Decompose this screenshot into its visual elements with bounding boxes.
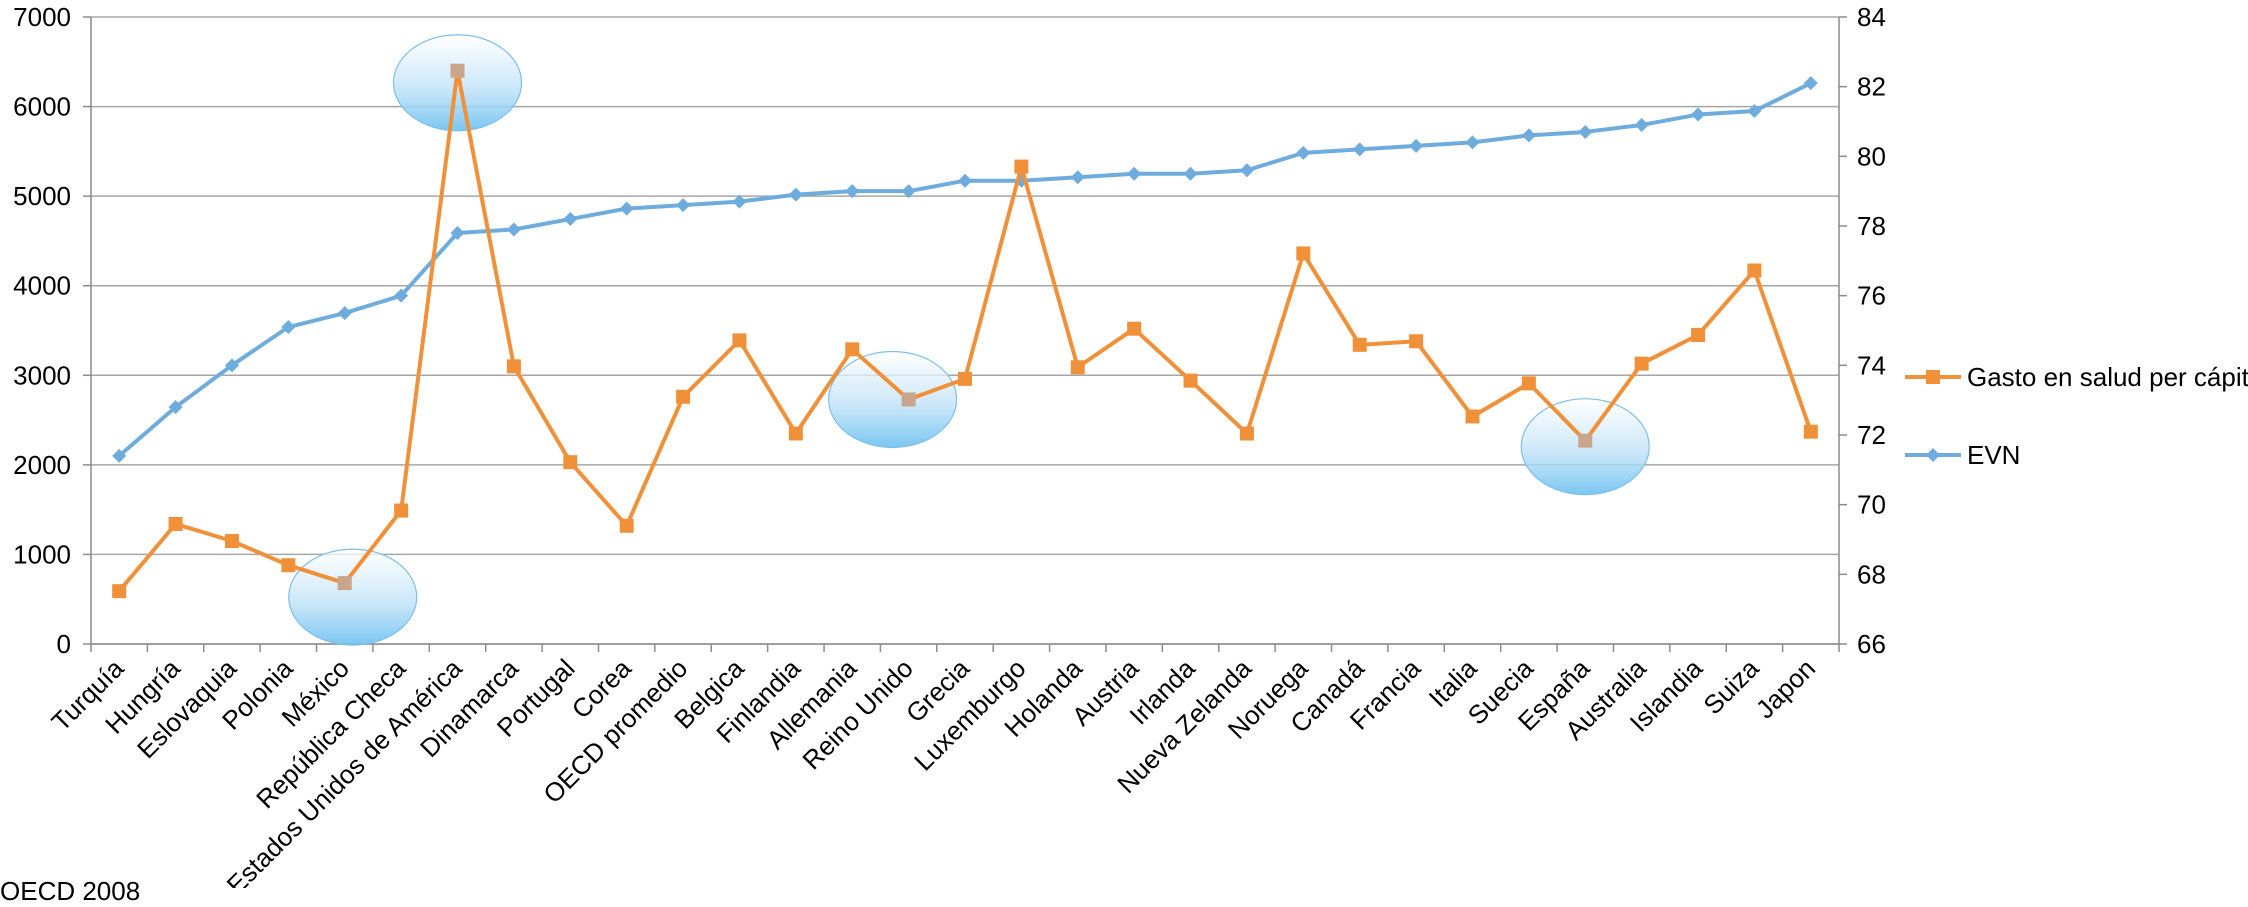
evn-series (112, 76, 1818, 463)
evn-point (1465, 135, 1480, 150)
gasto-point (563, 455, 578, 470)
legend-evn-label: EVN (1967, 440, 2020, 470)
evn-point (450, 225, 465, 240)
highlight-bubbles (288, 34, 1650, 646)
gasto-point (1578, 433, 1593, 448)
gasto-point (394, 503, 409, 518)
gasto-point (1803, 424, 1818, 439)
evn-point (901, 184, 916, 199)
evn-point (281, 320, 296, 335)
evn-point (1521, 128, 1536, 143)
gasto-point (1691, 327, 1706, 342)
evn-point (788, 187, 803, 202)
y-right-tick-label: 76 (1857, 281, 1886, 311)
y-left-tick-label: 7000 (13, 2, 71, 32)
evn-point (563, 212, 578, 227)
gasto-point (506, 359, 521, 374)
evn-point (1578, 124, 1593, 139)
gasto-point (1634, 356, 1649, 371)
legend-evn-marker (1926, 448, 1940, 462)
evn-point (1409, 138, 1424, 153)
evn-point (676, 198, 691, 213)
evn-point (1352, 142, 1367, 157)
legend-gasto-label: Gasto en salud per cápita (1967, 362, 2248, 392)
y-right-tick-label: 84 (1857, 2, 1886, 32)
gasto-point (676, 389, 691, 404)
y-right-tick-label: 66 (1857, 629, 1886, 659)
gasto-point (1465, 409, 1480, 424)
evn-point (1183, 166, 1198, 181)
gasto-point (337, 576, 352, 591)
gasto-point (901, 392, 916, 407)
y-left-tick-label: 3000 (13, 360, 71, 390)
y-right-tick-label: 80 (1857, 141, 1886, 171)
gasto-point (281, 558, 296, 573)
gasto-point (732, 333, 747, 348)
gasto-point (958, 371, 972, 386)
gasto-point (1409, 334, 1424, 349)
evn-point (1239, 163, 1254, 178)
gasto-point (619, 518, 634, 533)
gasto-point (450, 63, 465, 78)
gasto-point (1296, 246, 1311, 261)
y-right-tick-label: 70 (1857, 490, 1886, 520)
gasto-point (845, 342, 860, 357)
y-right-tick-label: 68 (1857, 559, 1886, 589)
evn-point (1747, 104, 1762, 119)
gasto-point (1127, 321, 1142, 336)
x-tick-label: Japon (1750, 653, 1821, 724)
evn-point (619, 201, 634, 216)
gasto-point (1183, 373, 1198, 388)
gasto-point (1070, 360, 1085, 375)
chart-canvas: TurquíaHungríaEslovaquiaPoloniaMéxicoRep… (13, 2, 2248, 888)
evn-point (112, 448, 127, 463)
y-right-tick-labels: 66 68 70 72 74 76 78 80 82 84 (1857, 2, 1886, 659)
gasto-line (117, 68, 1813, 593)
y-left-tick-label: 5000 (13, 181, 71, 211)
evn-point (1691, 107, 1706, 122)
y-right-tick-label: 72 (1857, 420, 1886, 450)
gasto-point (224, 533, 239, 548)
y-left-tick-label: 2000 (13, 450, 71, 480)
evn-point (506, 222, 521, 237)
evn-point (958, 173, 972, 188)
legend: Gasto en salud per cápita EVN (1905, 362, 2248, 470)
evn-line (117, 81, 1812, 458)
evn-point (224, 358, 239, 373)
y-right-tick-label: 82 (1857, 72, 1886, 102)
x-tick-label: Suiza (1697, 653, 1765, 721)
y-right-tick-label: 74 (1857, 350, 1886, 380)
axes (83, 16, 1847, 652)
evn-point (1070, 170, 1085, 185)
highlight-bubble (288, 548, 418, 646)
evn-point (394, 288, 409, 303)
evn-point (845, 184, 860, 199)
evn-point (1296, 145, 1311, 160)
y-left-tick-labels: 0 1000 2000 3000 4000 5000 6000 7000 (13, 2, 71, 659)
x-tick-labels: TurquíaHungríaEslovaquiaPoloniaMéxicoRep… (46, 653, 1822, 888)
gasto-point (788, 426, 803, 441)
y-left-tick-label: 6000 (13, 92, 71, 122)
y-right-tick-label: 78 (1857, 211, 1886, 241)
legend-gasto-marker (1926, 370, 1940, 384)
gasto-point (1239, 426, 1254, 441)
evn-point (1127, 166, 1142, 181)
gasto-point (1014, 159, 1029, 174)
gasto-point (1521, 376, 1536, 391)
gasto-point (1352, 337, 1367, 352)
gasto-series (112, 63, 1818, 599)
highlight-bubble (828, 350, 958, 449)
gasto-point (112, 584, 127, 599)
y-left-tick-label: 0 (57, 629, 71, 659)
evn-point (732, 194, 747, 209)
y-left-tick-label: 1000 (13, 539, 71, 569)
gasto-point (1747, 263, 1762, 278)
y-left-tick-label: 4000 (13, 271, 71, 301)
source-note: OECD 2008 (0, 876, 141, 906)
evn-point (337, 306, 352, 321)
evn-point (1803, 76, 1818, 91)
gasto-point (168, 516, 183, 531)
evn-point (168, 400, 183, 415)
evn-point (1634, 117, 1649, 132)
